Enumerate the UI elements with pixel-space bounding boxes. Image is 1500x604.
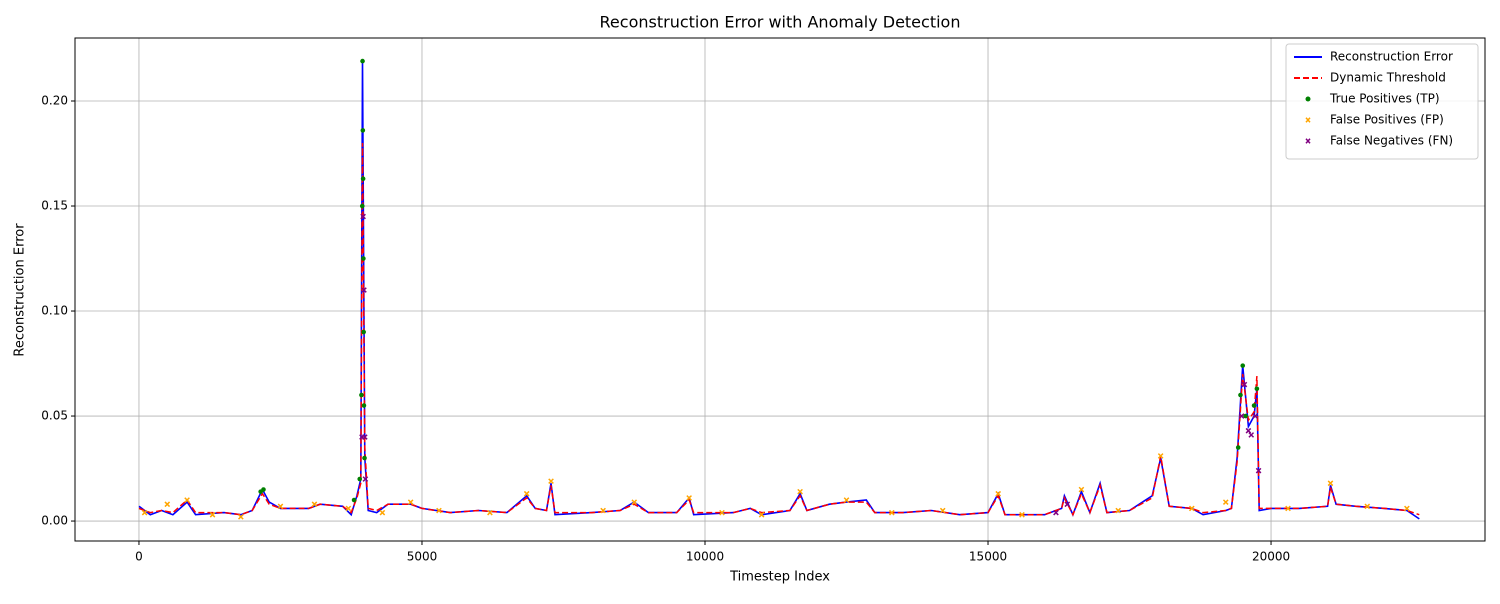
legend-label: False Positives (FP) <box>1330 113 1444 127</box>
x-point <box>888 509 895 516</box>
y-axis-label: Reconstruction Error <box>13 223 28 357</box>
x-point <box>1222 499 1229 505</box>
y-tick-label: 0.20 <box>41 94 68 108</box>
tp-point <box>1251 403 1257 408</box>
x-tick-label: 20000 <box>1252 550 1290 564</box>
x-tick-label: 10000 <box>686 550 724 564</box>
x-point <box>1238 413 1245 419</box>
tp-point <box>357 476 363 482</box>
legend-swatch <box>1305 138 1311 144</box>
legend-box <box>1285 43 1479 160</box>
y-tick-label: 0.15 <box>41 199 68 213</box>
x-point <box>1327 480 1334 487</box>
legend-swatch <box>1305 96 1311 102</box>
tp-point <box>362 455 367 461</box>
tp-point <box>351 497 357 503</box>
tp-point <box>361 403 367 408</box>
tp-point <box>1254 386 1260 392</box>
tp-point <box>360 58 365 64</box>
tp-point <box>1238 392 1243 398</box>
x-tick-label: 15000 <box>969 550 1007 564</box>
x-point <box>1115 507 1122 514</box>
legend-swatch <box>1305 117 1311 123</box>
x-point <box>1053 509 1059 516</box>
x-point <box>1019 511 1025 518</box>
x-point <box>939 507 946 514</box>
x-point <box>1188 505 1195 512</box>
y-tick-label: 0.10 <box>41 304 68 318</box>
legend-label: False Negatives (FN) <box>1330 134 1453 148</box>
x-point <box>164 501 171 508</box>
x-point <box>361 434 368 440</box>
chart-title: Reconstruction Error with Anomaly Detect… <box>600 13 961 32</box>
x-tick-label: 0 <box>135 550 143 564</box>
x-point <box>1245 427 1252 434</box>
x-point <box>995 490 1002 497</box>
x-point <box>1078 486 1085 493</box>
x-point <box>360 213 366 220</box>
x-point <box>631 499 638 505</box>
x-point <box>436 507 442 514</box>
x-point <box>600 507 606 514</box>
x-point <box>1248 432 1255 438</box>
x-point <box>1241 381 1248 388</box>
tp-point <box>359 392 364 398</box>
tp-point <box>361 329 366 335</box>
x-point <box>1255 467 1262 474</box>
x-point <box>184 497 190 503</box>
legend-label: Reconstruction Error <box>1330 50 1453 64</box>
x-point <box>1285 505 1291 512</box>
x-point <box>758 511 765 518</box>
x-point <box>686 495 692 501</box>
tp-point <box>1235 445 1241 450</box>
x-point <box>238 514 244 520</box>
x-point <box>379 509 386 516</box>
x-point <box>719 509 725 516</box>
x-point <box>487 509 493 516</box>
x-point <box>407 499 414 505</box>
tp-point <box>360 128 366 133</box>
x-point <box>141 509 148 516</box>
legend-label: Dynamic Threshold <box>1330 71 1446 85</box>
plot-area <box>138 58 1420 520</box>
tp-point <box>359 203 365 209</box>
x-point <box>843 497 850 503</box>
x-point <box>209 511 216 518</box>
legend-label: True Positives (TP) <box>1329 92 1440 106</box>
x-tick-label: 5000 <box>407 550 438 564</box>
x-point <box>1157 453 1164 459</box>
x-point <box>311 501 318 508</box>
tp-point <box>1243 413 1248 419</box>
y-tick-label: 0.05 <box>41 409 68 423</box>
x-point <box>1404 505 1410 512</box>
x-point <box>797 488 803 495</box>
tp-point <box>360 176 366 182</box>
x-point <box>361 287 367 293</box>
tp-point <box>1240 363 1246 368</box>
x-point <box>1252 413 1259 419</box>
x-point <box>523 490 530 497</box>
tp-point <box>261 487 266 492</box>
x-point <box>1064 501 1071 508</box>
x-point <box>362 476 369 482</box>
x-point <box>548 478 554 484</box>
tp-point <box>361 256 366 261</box>
x-point <box>277 503 284 510</box>
x-axis-label: Timestep Index <box>729 570 830 585</box>
plot-frame <box>74 37 1486 542</box>
y-tick-label: 0.00 <box>41 514 68 528</box>
x-point <box>1364 503 1371 510</box>
x-point <box>345 505 352 512</box>
